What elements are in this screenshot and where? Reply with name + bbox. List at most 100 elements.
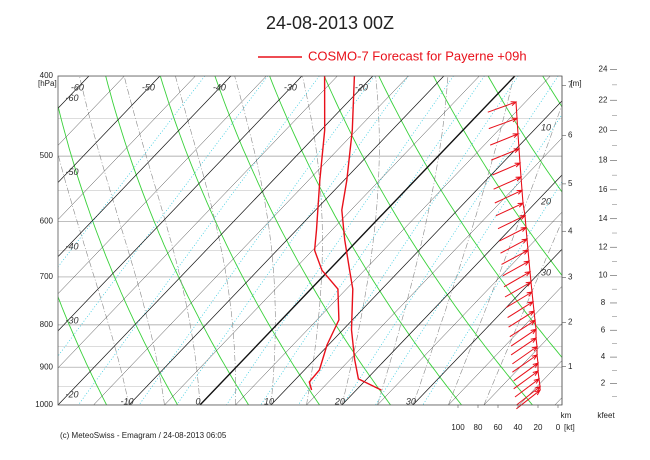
moist-adiabat [79,76,165,405]
x-tick-label-top: -50 [142,82,155,92]
wind-arrow [512,354,539,373]
km-tick-label: 3 [568,273,573,282]
kfeet-tick-label: 14 [599,214,608,223]
wind-arrow [506,291,534,308]
moist-adiabat [58,152,130,405]
dry-adiabat [159,76,320,405]
km-tick-label: 4 [568,226,573,235]
x-tick-label-left: -60 [65,93,78,103]
km-axis-label: [m] [570,79,581,88]
plot-grid [0,76,562,405]
kfeet-unit: kfeet [597,411,615,420]
wind-arrow [495,202,525,217]
dry-adiabat [323,76,533,405]
kfeet-tick-label: 8 [601,298,606,307]
isotherm [164,76,480,405]
wind-arrow [499,226,528,242]
wind-arrow [508,310,536,328]
wind-arrow [488,117,519,130]
isotherm [199,76,516,405]
km-tick-label: 6 [568,130,573,139]
km-unit: km [561,411,572,420]
wind-tick-label: 20 [534,423,543,432]
dry-adiabat [378,76,562,359]
isotherm [58,76,161,183]
x-tick-label-top: -20 [355,82,368,92]
wind-arrow [494,189,524,204]
x-tick-label: 20 [334,396,345,406]
x-tick-label: 10 [264,396,274,406]
kfeet-tick-label: 24 [599,65,608,74]
wind-arrow [513,370,540,390]
y-tick-label: 900 [40,362,54,371]
chart-title: 24-08-2013 00Z [266,13,394,33]
kfeet-tick-label: 18 [599,156,608,165]
wind-arrow [502,260,531,277]
moist-adiabat [341,76,380,405]
y-tick-label: 500 [40,151,54,160]
kfeet-tick-label: 4 [601,352,606,361]
km-tick-label: 2 [568,318,573,327]
isotherm [270,100,562,405]
wind-arrow [513,362,540,382]
wind-arrow [492,162,522,176]
profile-line [308,75,340,391]
wind-arrow [491,148,521,161]
mixing-ratio-line [342,76,559,405]
dry-adiabat [214,76,391,405]
moist-adiabat [123,76,201,405]
isotherm [58,76,374,405]
moist-adiabat [483,220,562,405]
wind-arrow [501,249,530,265]
wind-arrow [512,345,539,365]
km-tick-label: 7 [568,81,573,90]
plot-frame [57,75,563,406]
dry-adiabat [58,104,178,405]
footer: (c) MeteoSwiss - Emagram / 24-08-2013 06… [60,431,227,440]
mixing-ratio-line [176,76,409,405]
wind-tick-label: 100 [451,423,465,432]
kfeet-tick-label: 22 [599,95,608,104]
km-tick-label: 5 [568,179,573,188]
kfeet-tick-label: 12 [599,242,608,251]
x-tick-label-left: -50 [65,167,78,177]
x-tick-label: 0 [195,396,200,406]
wind-tick-label: 80 [474,423,483,432]
moist-adiabat [448,103,562,405]
mixing-ratio-line [226,76,454,405]
isotherm [341,174,562,405]
moist-adiabat [377,76,449,405]
isotherm [235,76,551,405]
x-tick-label-left: -30 [65,316,78,326]
mixing-ratio-line [260,76,485,405]
wind-arrow [509,319,537,338]
mixing-ratio-line [298,76,519,405]
wind-arrow [497,215,527,230]
legend-label: COSMO-7 Forecast for Payerne +09h [308,48,527,63]
dry-adiabat [0,76,36,405]
kfeet-tick-label: 16 [599,185,608,194]
y-axis-label: [hPa] [38,79,57,88]
wind-arrow [516,385,542,406]
isotherm [58,76,196,220]
isotherm [58,76,125,146]
isotherm [128,76,445,405]
wind-arrow [487,101,518,113]
dry-adiabat [105,76,249,405]
isotherm [0,76,18,405]
isotherm [306,137,562,405]
kfeet-tick-label: 2 [601,379,606,388]
adiabat-label: 20 [540,196,551,206]
isotherm [58,76,303,332]
plot-marks [308,75,542,410]
kfeet-tick-label: 6 [601,325,606,334]
profile-line [341,75,382,391]
wind-tick-label: 0 [556,423,561,432]
moist-adiabat [175,76,236,405]
wind-arrow [490,133,520,146]
kfeet-tick-label: 20 [599,126,608,135]
isotherm [93,76,409,405]
wind-tick-label: 60 [494,423,503,432]
wind-arrow [510,328,538,347]
wind-arrow [514,378,541,398]
